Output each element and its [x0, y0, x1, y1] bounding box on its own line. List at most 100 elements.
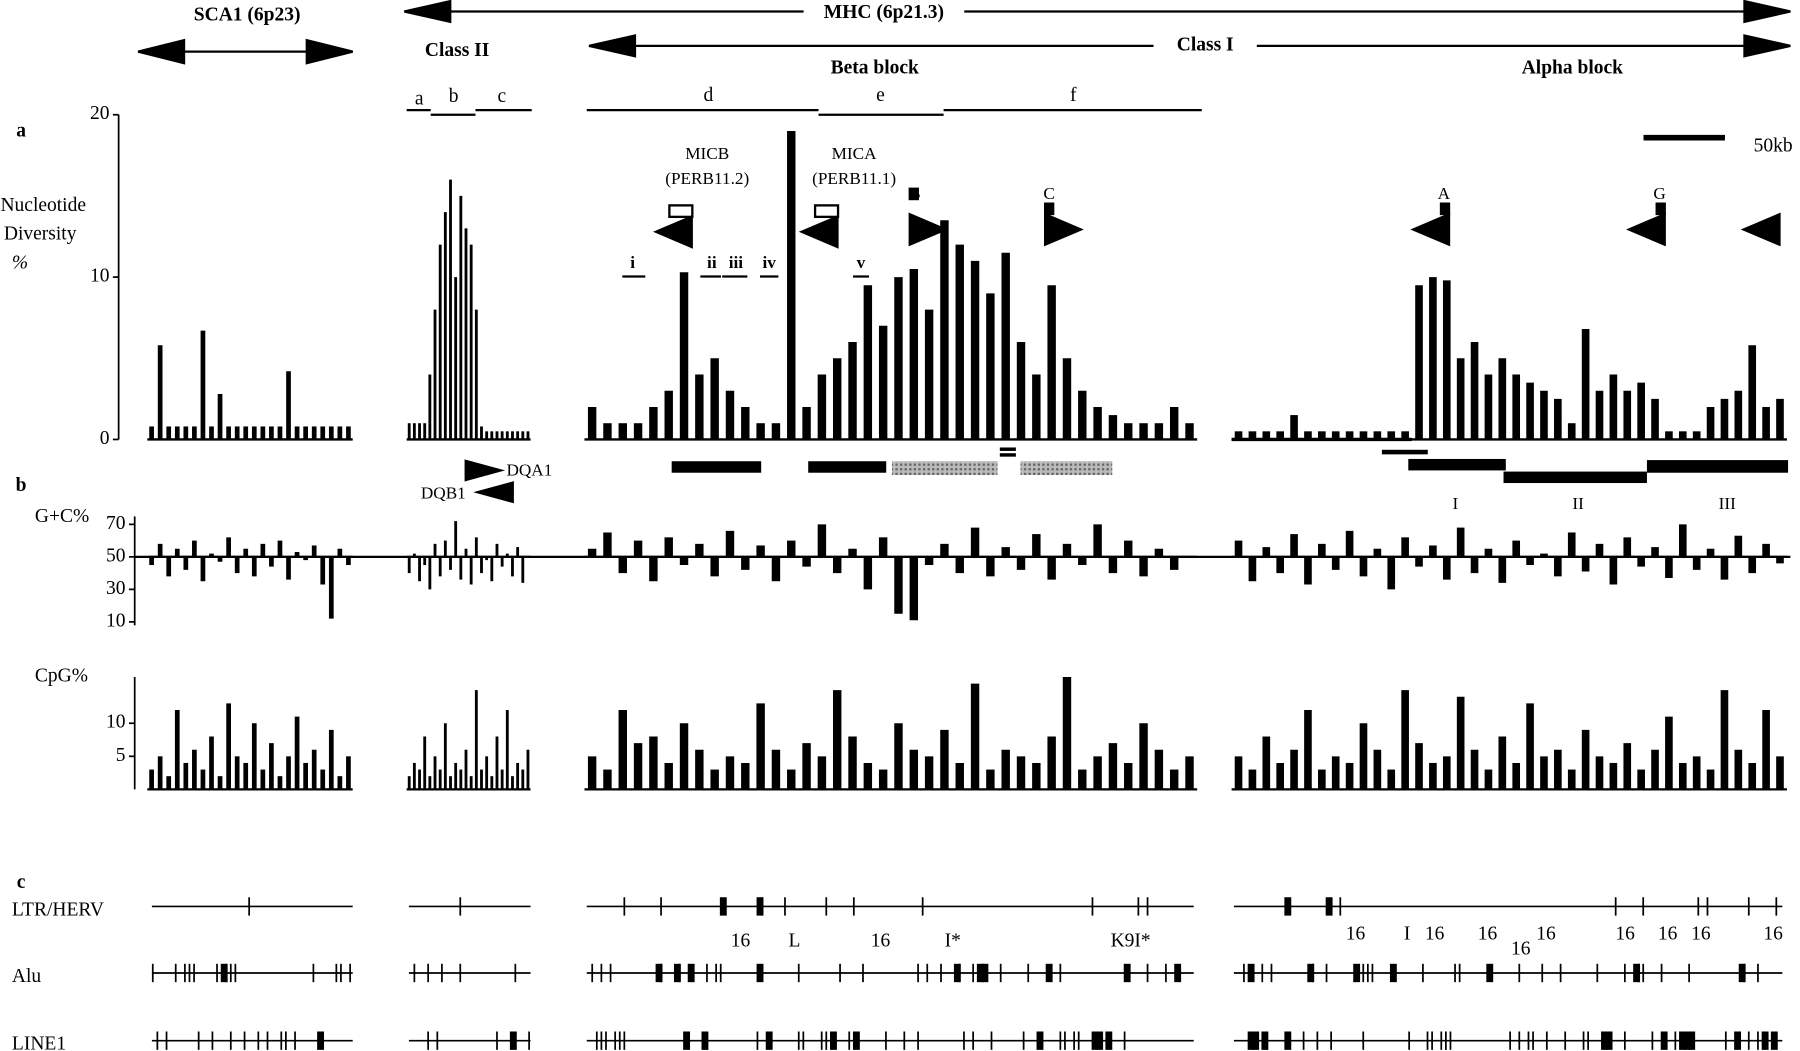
repeat-element	[1247, 1031, 1255, 1050]
gene-label: MICB	[685, 144, 729, 163]
track-label: LTR/HERV	[12, 899, 104, 920]
repeat-element	[436, 1031, 439, 1050]
repeat-element	[903, 1031, 906, 1050]
repeat-element	[976, 963, 984, 983]
repeat-element	[1165, 963, 1167, 983]
repeat-element	[1454, 963, 1456, 983]
repeat-element	[1587, 1031, 1590, 1050]
segment-lines	[406, 109, 1725, 278]
repeat-element	[243, 1031, 246, 1050]
repeat-element	[1426, 1031, 1429, 1050]
repeat-element	[156, 1031, 159, 1050]
repeat-element	[1614, 897, 1617, 916]
gene-label: A	[1438, 184, 1451, 203]
repeat-element	[1270, 963, 1273, 983]
repeat-element	[1518, 1031, 1521, 1050]
range-arrows	[137, 0, 1791, 65]
repeat-element	[1077, 1031, 1080, 1050]
block-label: III	[1719, 494, 1736, 513]
repeat-element	[1564, 1031, 1567, 1050]
repeat-element	[1445, 1031, 1447, 1050]
repeat-element	[609, 963, 612, 983]
y-tick-label: 70	[106, 513, 126, 534]
block-bars	[671, 437, 1789, 484]
repeat-element	[1252, 1031, 1260, 1050]
repeat-element	[981, 963, 989, 983]
repeat-element	[1734, 1031, 1742, 1050]
repeat-element	[715, 963, 717, 983]
repeat-element	[600, 963, 603, 983]
repeat-element	[1123, 963, 1131, 983]
gene-label: DQA1	[506, 461, 552, 480]
repeat-element	[1527, 1031, 1530, 1050]
repeat-element	[784, 897, 786, 916]
repeat-element	[1247, 963, 1255, 983]
repeat-element	[1045, 963, 1053, 983]
repeat-element	[614, 1031, 617, 1050]
repeat-element	[220, 963, 228, 983]
repeat-element	[1743, 963, 1746, 983]
repeat-element	[701, 1031, 709, 1050]
repeat-element	[151, 963, 154, 983]
repeat-element	[1091, 1031, 1099, 1050]
repeat-element	[940, 963, 942, 983]
repeat-element	[1642, 963, 1645, 983]
repeat-element	[1674, 1031, 1677, 1050]
repeat-element	[1408, 1031, 1411, 1050]
repeat-element	[1284, 897, 1292, 916]
repeat-element	[1642, 897, 1645, 916]
repeat-element	[1775, 897, 1778, 916]
y-axis-label: Diversity	[4, 224, 77, 245]
repeat-element	[1637, 963, 1640, 983]
repeat-element	[317, 1031, 325, 1050]
repeat-element	[765, 1031, 773, 1050]
repeat-element	[958, 963, 961, 983]
repeat-element	[285, 1031, 287, 1050]
repeat-element	[459, 897, 462, 916]
repeat-element	[1059, 963, 1062, 983]
repeat-element	[509, 1031, 517, 1050]
repeat-element	[1633, 963, 1641, 983]
repeat-annotation: I	[1404, 924, 1410, 945]
repeat-element	[1146, 963, 1149, 983]
repeat-element	[1325, 963, 1328, 983]
region-title: MHC (6p21.3)	[824, 2, 944, 23]
repeat-element	[1284, 1031, 1292, 1050]
repeat-annotation: 16	[731, 930, 751, 951]
repeat-element	[216, 963, 218, 983]
repeat-element	[514, 963, 517, 983]
region-roman: ii	[707, 253, 717, 272]
repeat-element	[623, 1031, 626, 1050]
repeat-element	[756, 897, 764, 916]
repeat-element	[756, 963, 764, 983]
repeat-element	[1362, 1031, 1365, 1050]
segment-label: c	[498, 86, 507, 107]
repeat-element	[926, 963, 929, 983]
repeat-element	[1518, 963, 1521, 983]
repeat-annotation: 16	[1536, 924, 1556, 945]
repeat-element	[1559, 963, 1562, 983]
repeat-element	[1449, 1031, 1452, 1050]
gene-label: (PERB11.1)	[812, 169, 896, 188]
gene-label: (PERB11.2)	[665, 169, 749, 188]
repeat-element	[427, 1031, 430, 1050]
repeat-element	[999, 963, 1002, 983]
repeat-element	[1307, 963, 1315, 983]
repeat-element	[280, 1031, 283, 1050]
repeat-element	[1706, 897, 1709, 916]
y-tick-label: 5	[116, 745, 126, 766]
repeat-element	[1137, 897, 1140, 916]
repeat-element	[1679, 1031, 1686, 1050]
segment-label: f	[1070, 85, 1077, 106]
repeat-annotation: 16	[1691, 924, 1711, 945]
repeat-element	[797, 963, 800, 983]
repeat-element	[972, 963, 975, 983]
repeat-element	[683, 1031, 691, 1050]
repeat-element	[825, 897, 828, 916]
repeat-element	[188, 963, 191, 983]
repeat-element	[706, 963, 708, 983]
repeat-element	[1243, 963, 1245, 983]
repeat-element	[225, 963, 228, 983]
repeat-element	[719, 963, 722, 983]
repeat-element	[528, 1031, 530, 1050]
